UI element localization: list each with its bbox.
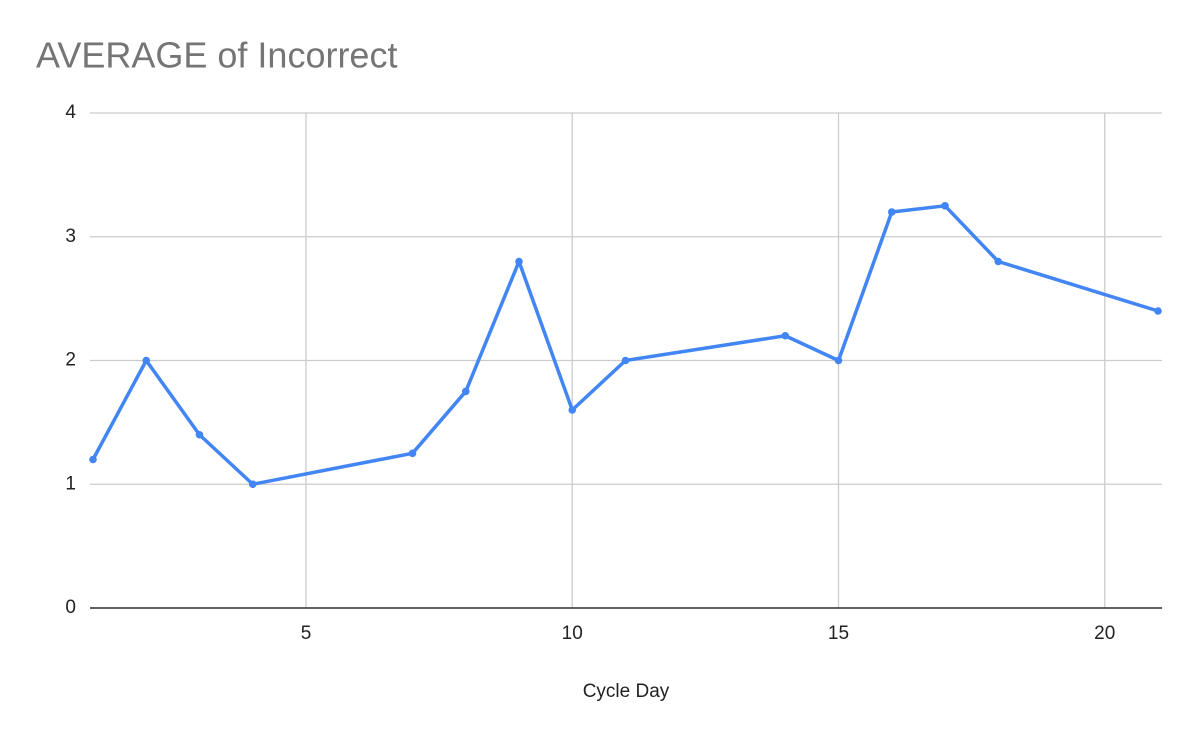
x-tick-label: 10 [562, 623, 583, 644]
x-tick-label: 5 [301, 623, 312, 644]
data-point [994, 257, 1003, 266]
data-point [834, 356, 843, 365]
data-point [887, 208, 896, 216]
x-tick-label: 15 [828, 623, 849, 644]
data-point [781, 331, 790, 340]
data-point [248, 480, 257, 489]
data-point [515, 257, 523, 266]
y-tick-label: 0 [65, 597, 76, 618]
data-point [461, 387, 470, 396]
data-point [142, 356, 151, 365]
x-axis-label: Cycle Day [583, 681, 670, 702]
y-tick-label: 1 [65, 473, 76, 494]
data-point [568, 406, 577, 414]
data-point [195, 430, 204, 439]
data-point [89, 455, 97, 464]
data-point [408, 449, 417, 458]
data-point [1154, 307, 1162, 315]
y-tick-label: 3 [65, 226, 76, 247]
data-point [941, 202, 949, 210]
y-tick-label: 2 [65, 350, 76, 371]
chart-title: AVERAGE of Incorrect [36, 35, 397, 76]
y-tick-label: 4 [65, 102, 76, 123]
x-tick-label: 20 [1094, 623, 1115, 644]
data-point [621, 356, 630, 365]
